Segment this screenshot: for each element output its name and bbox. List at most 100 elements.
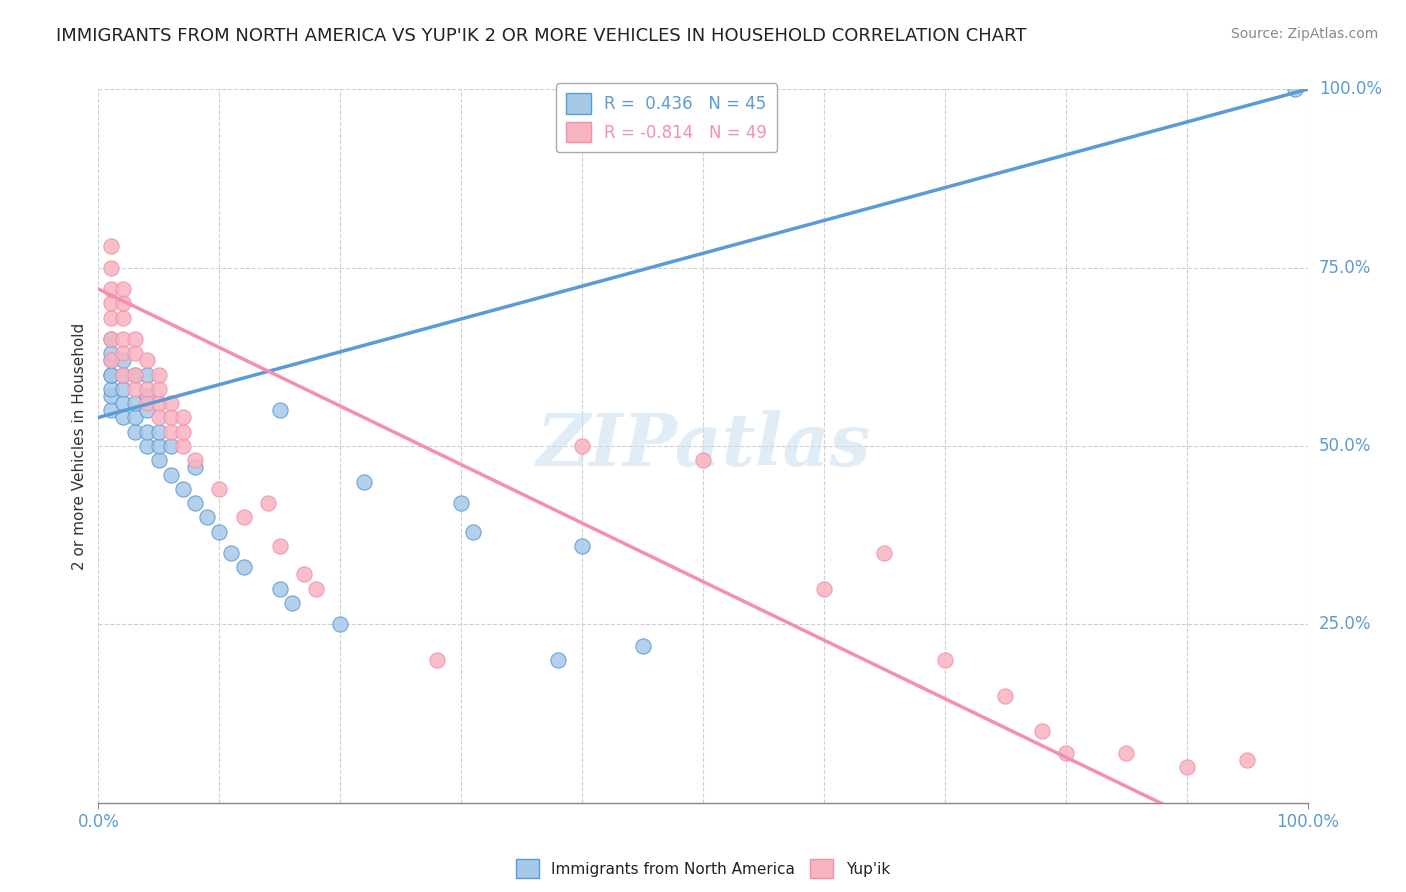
Y-axis label: 2 or more Vehicles in Household: 2 or more Vehicles in Household <box>72 322 87 570</box>
Point <box>111 310 134 325</box>
Point <box>111 382 134 396</box>
Point <box>100 368 122 382</box>
Point <box>100 353 122 368</box>
Point <box>111 346 134 360</box>
Text: 75.0%: 75.0% <box>1319 259 1371 277</box>
Point <box>111 368 134 382</box>
Point <box>934 653 956 667</box>
Point <box>100 368 122 382</box>
Point <box>184 460 207 475</box>
Point <box>160 410 183 425</box>
Point <box>172 410 194 425</box>
Point <box>571 539 593 553</box>
Point <box>111 353 134 368</box>
Point <box>692 453 714 467</box>
Point <box>124 410 146 425</box>
Point <box>111 368 134 382</box>
Point <box>135 389 157 403</box>
Text: ZIPatlas: ZIPatlas <box>536 410 870 482</box>
Point <box>100 282 122 296</box>
Text: 100.0%: 100.0% <box>1319 80 1382 98</box>
Point <box>148 453 170 467</box>
Point <box>1175 760 1198 774</box>
Point <box>100 346 122 360</box>
Point <box>100 332 122 346</box>
Point <box>148 382 170 396</box>
Point <box>111 296 134 310</box>
Point <box>221 546 243 560</box>
Point <box>111 332 134 346</box>
Point <box>450 496 472 510</box>
Point <box>124 382 146 396</box>
Point <box>256 496 278 510</box>
Point <box>547 653 569 667</box>
Point <box>148 425 170 439</box>
Point <box>148 410 170 425</box>
Point <box>1236 753 1258 767</box>
Point <box>124 368 146 382</box>
Point <box>111 410 134 425</box>
Point <box>148 368 170 382</box>
Point <box>135 425 157 439</box>
Point <box>100 382 122 396</box>
Point <box>813 582 835 596</box>
Point <box>160 396 183 410</box>
Point <box>100 239 122 253</box>
Point <box>195 510 218 524</box>
Point <box>631 639 654 653</box>
Point <box>135 396 157 410</box>
Text: Source: ZipAtlas.com: Source: ZipAtlas.com <box>1230 27 1378 41</box>
Point <box>124 332 146 346</box>
Point <box>124 346 146 360</box>
Point <box>111 282 134 296</box>
Point <box>184 453 207 467</box>
Point <box>160 439 183 453</box>
Point <box>172 482 194 496</box>
Point <box>208 482 231 496</box>
Point <box>873 546 896 560</box>
Point <box>160 467 183 482</box>
Point <box>172 439 194 453</box>
Point <box>135 353 157 368</box>
Point <box>135 368 157 382</box>
Point <box>111 396 134 410</box>
Point <box>1031 724 1053 739</box>
Point <box>100 332 122 346</box>
Point <box>463 524 485 539</box>
Point <box>100 353 122 368</box>
Point <box>232 560 254 574</box>
Point <box>160 425 183 439</box>
Point <box>281 596 304 610</box>
Point <box>124 368 146 382</box>
Text: IMMIGRANTS FROM NORTH AMERICA VS YUP'IK 2 OR MORE VEHICLES IN HOUSEHOLD CORRELAT: IMMIGRANTS FROM NORTH AMERICA VS YUP'IK … <box>56 27 1026 45</box>
Point <box>1115 746 1137 760</box>
Point <box>208 524 231 539</box>
Point <box>172 425 194 439</box>
Point <box>1054 746 1077 760</box>
Point <box>100 296 122 310</box>
Point <box>124 425 146 439</box>
Point <box>124 396 146 410</box>
Point <box>269 403 291 417</box>
Point <box>135 403 157 417</box>
Point <box>100 310 122 325</box>
Point <box>100 389 122 403</box>
Text: 50.0%: 50.0% <box>1319 437 1371 455</box>
Point <box>571 439 593 453</box>
Point <box>994 689 1017 703</box>
Point <box>135 439 157 453</box>
Point <box>184 496 207 510</box>
Point <box>232 510 254 524</box>
Point <box>135 382 157 396</box>
Point <box>100 260 122 275</box>
Point <box>353 475 375 489</box>
Legend: Immigrants from North America, Yup'ik: Immigrants from North America, Yup'ik <box>510 854 896 884</box>
Point <box>1284 82 1306 96</box>
Point <box>148 439 170 453</box>
Point <box>269 582 291 596</box>
Point <box>148 396 170 410</box>
Point <box>292 567 315 582</box>
Point <box>426 653 449 667</box>
Text: 25.0%: 25.0% <box>1319 615 1371 633</box>
Point <box>269 539 291 553</box>
